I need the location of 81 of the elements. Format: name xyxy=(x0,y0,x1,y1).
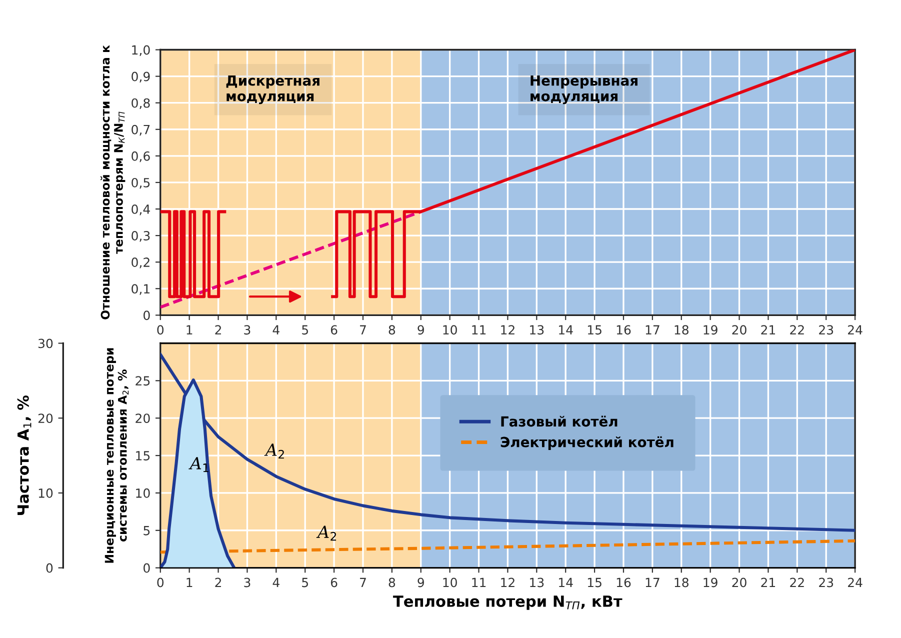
x-tick-label: 21 xyxy=(761,578,776,588)
x-tick-label: 17 xyxy=(646,578,660,588)
y-tick-label: 0 xyxy=(144,310,150,320)
annotation: A$_{2}$ xyxy=(264,444,284,459)
x-tick-label: 16 xyxy=(616,578,631,588)
x-axis-title: Тепловые потери N$_{ТП}$, кВт xyxy=(393,596,622,610)
x-tick-label: 0 xyxy=(157,325,164,335)
x-tick-label: 11 xyxy=(472,325,486,334)
x-tick-label: 19 xyxy=(704,325,718,335)
y-axis-title: Инерционные тепловые потери системы отопления A$_{2}$, % xyxy=(104,348,129,563)
x-tick-label: 1 xyxy=(186,325,192,334)
x-tick-label: 16 xyxy=(616,325,631,335)
x-tick-label: 0 xyxy=(157,578,164,588)
x-tick-label: 12 xyxy=(501,578,514,588)
x-tick-label: 13 xyxy=(530,325,544,335)
y-tick-label: 15 xyxy=(136,451,150,460)
band-label: Дискретная модуляция xyxy=(226,75,320,104)
y-tick-label: 0,1 xyxy=(132,284,150,295)
y-tick-label: 10 xyxy=(136,488,150,498)
y2-tick-label: 0 xyxy=(46,563,53,573)
y-tick-label: 0,6 xyxy=(132,151,150,162)
x-tick-label: 9 xyxy=(418,578,424,588)
annotation: A$_{2}$ xyxy=(316,526,336,541)
y-tick-label: 0,8 xyxy=(132,98,150,110)
y-tick-label: 1,0 xyxy=(132,45,150,56)
x-tick-label: 8 xyxy=(388,325,396,335)
x-tick-label: 3 xyxy=(244,325,250,335)
x-tick-label: 20 xyxy=(732,325,746,335)
y-tick-label: 0,7 xyxy=(132,124,150,136)
x-tick-label: 23 xyxy=(819,325,834,335)
x-tick-label: 7 xyxy=(360,325,366,334)
x-tick-label: 18 xyxy=(674,325,688,335)
y-axis-title: Отношение тепловой мощности котла к теплопотерям N$_{К}$/N$_{ТП}$ xyxy=(100,45,126,320)
x-tick-label: 10 xyxy=(443,578,457,588)
x-tick-label: 20 xyxy=(732,578,746,588)
legend-label: Электрический котёл xyxy=(500,436,674,450)
x-tick-label: 8 xyxy=(388,578,396,588)
x-tick-label: 22 xyxy=(790,578,804,588)
y2-tick-label: 30 xyxy=(38,338,53,348)
legend-label: Газовый котёл xyxy=(501,416,618,427)
x-tick-label: 6 xyxy=(330,578,338,588)
x-tick-label: 10 xyxy=(443,325,457,335)
x-tick-label: 19 xyxy=(704,578,718,588)
x-tick-label: 7 xyxy=(360,578,366,588)
y-tick-label: 5 xyxy=(144,526,150,536)
x-tick-label: 23 xyxy=(819,578,834,588)
x-tick-label: 21 xyxy=(761,325,776,334)
y2-tick-label: 20 xyxy=(38,414,53,424)
y-tick-label: 0,9 xyxy=(132,72,150,83)
y-tick-label: 20 xyxy=(136,414,150,424)
x-tick-label: 14 xyxy=(559,578,573,588)
x-tick-label: 24 xyxy=(848,325,862,334)
x-tick-label: 12 xyxy=(501,325,514,334)
x-tick-label: 17 xyxy=(646,325,660,334)
x-tick-label: 2 xyxy=(215,578,221,588)
y-tick-label: 0,3 xyxy=(132,231,150,242)
x-tick-label: 4 xyxy=(272,578,280,588)
x-tick-label: 3 xyxy=(244,578,250,588)
x-tick-label: 15 xyxy=(588,325,602,335)
y2-tick-label: 10 xyxy=(38,488,53,498)
x-tick-label: 11 xyxy=(472,578,486,588)
x-tick-label: 1 xyxy=(186,578,192,588)
x-tick-label: 18 xyxy=(674,578,688,588)
x-tick-label: 22 xyxy=(790,325,804,334)
y-tick-label: 0 xyxy=(144,563,150,573)
y2-axis-title: Частота A$_{1}$, % xyxy=(17,396,32,515)
x-tick-label: 5 xyxy=(302,325,308,335)
x-tick-label: 5 xyxy=(302,578,308,588)
x-tick-label: 6 xyxy=(330,325,338,335)
x-tick-label: 15 xyxy=(588,578,602,588)
y-tick-label: 25 xyxy=(136,376,150,386)
x-tick-label: 2 xyxy=(215,325,221,334)
x-tick-label: 14 xyxy=(559,325,573,334)
x-tick-label: 13 xyxy=(530,578,544,588)
y-tick-label: 0,2 xyxy=(132,258,150,268)
y-tick-label: 0,5 xyxy=(132,178,150,189)
x-tick-label: 4 xyxy=(272,325,280,334)
x-tick-label: 24 xyxy=(848,578,862,588)
band-label: Непрерывная модуляция xyxy=(530,75,638,104)
x-tick-label: 9 xyxy=(418,325,424,335)
y-tick-label: 0,4 xyxy=(132,204,150,216)
